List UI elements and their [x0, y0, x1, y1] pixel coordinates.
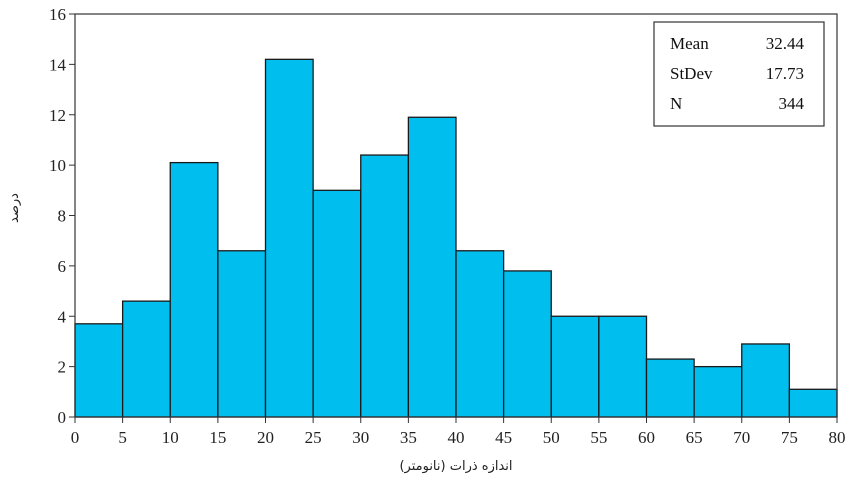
histogram-bar: [264, 58, 314, 418]
x-tick-label: 45: [495, 428, 512, 447]
x-tick-label: 25: [305, 428, 322, 447]
y-tick-label: 0: [58, 408, 67, 427]
stat-stdev-value: 17.73: [766, 64, 804, 83]
y-axis-title: درصد: [7, 193, 22, 223]
histogram-bar: [550, 315, 600, 418]
x-tick-label: 50: [543, 428, 560, 447]
histogram-bar: [407, 116, 457, 418]
y-tick-label: 12: [49, 106, 66, 125]
x-tick-label: 0: [71, 428, 80, 447]
y-tick-label: 4: [58, 307, 67, 326]
x-tick-label: 65: [686, 428, 703, 447]
histogram-bar: [360, 154, 410, 418]
x-tick-label: 75: [781, 428, 798, 447]
histogram-bar: [169, 161, 219, 418]
x-tick-label: 10: [162, 428, 179, 447]
stat-stdev-label: StDev: [670, 64, 713, 83]
histogram-bar: [121, 300, 171, 418]
histogram-bar: [788, 388, 838, 418]
histogram-bar: [217, 250, 267, 418]
stat-n-label: N: [670, 94, 682, 113]
y-tick-label: 6: [58, 257, 67, 276]
histogram-bar: [74, 323, 124, 418]
stats-box-frame: [653, 21, 825, 127]
y-tick-label: 8: [58, 207, 67, 226]
x-tick-label: 80: [829, 428, 846, 447]
x-tick-label: 35: [400, 428, 417, 447]
histogram-bar: [645, 358, 695, 418]
histogram-bar: [693, 365, 743, 418]
y-tick-label: 14: [49, 55, 67, 74]
histogram-bar: [741, 343, 791, 418]
x-tick-label: 55: [590, 428, 607, 447]
x-tick-label: 20: [257, 428, 274, 447]
x-tick-label: 5: [118, 428, 127, 447]
stats-box: Mean 32.44 StDev 17.73 N 344: [653, 21, 825, 127]
x-tick-label: 60: [638, 428, 655, 447]
histogram-bar: [502, 270, 552, 418]
x-axis-title: اندازه ذرات (نانومتر): [399, 459, 512, 474]
bars-group: [74, 58, 838, 418]
x-tick-label: 30: [352, 428, 369, 447]
y-tick-label: 10: [49, 156, 66, 175]
stat-n-value: 344: [779, 94, 805, 113]
stat-mean-label: Mean: [670, 34, 709, 53]
histogram-bar: [455, 250, 505, 418]
y-tick-label: 16: [49, 5, 66, 24]
histogram-bar: [312, 189, 362, 418]
y-tick-label: 2: [58, 358, 67, 377]
histogram-bar: [598, 315, 648, 418]
ticks-group: 0 5 10 15 20 25 30 35 40 45 50 55 60 65 70 75 80 0 2 4 6 8 10 1…: [49, 5, 846, 447]
x-tick-label: 70: [733, 428, 750, 447]
x-tick-label: 15: [209, 428, 226, 447]
x-tick-label: 40: [448, 428, 465, 447]
stat-mean-value: 32.44: [766, 34, 805, 53]
